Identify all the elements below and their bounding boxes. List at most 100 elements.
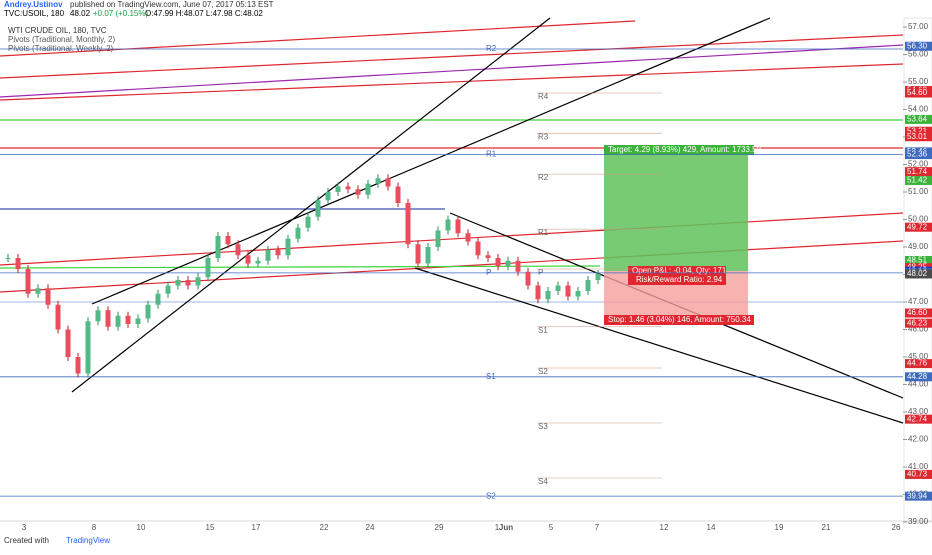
price-tag-label: 48.51 (907, 256, 928, 265)
candle (35, 288, 41, 294)
price-tag-label: 40.73 (907, 470, 928, 479)
trend-line (0, 44, 904, 98)
pnl-bg (628, 266, 726, 285)
price-tag-label: 42.74 (907, 414, 928, 423)
weekly-pivot-label: R2 (538, 173, 549, 182)
candle (245, 255, 251, 264)
candle (175, 280, 181, 286)
candle (195, 277, 201, 286)
candle (535, 285, 541, 300)
pnl-label: Open P&L: -0.04, Qty: 171 (632, 266, 727, 275)
candle (145, 304, 151, 319)
price-tag (905, 308, 932, 318)
price-tag (905, 469, 932, 479)
candle (405, 203, 411, 245)
price-tag-label: 48.02 (907, 269, 928, 278)
price-tag (905, 269, 932, 279)
symbol: TVC:USOIL, 180 (4, 9, 65, 18)
candle (345, 186, 351, 190)
price-tag-label: 53.64 (907, 115, 928, 124)
candle (225, 236, 231, 245)
brand: TradingView (66, 536, 110, 545)
candle (95, 310, 101, 322)
stop-label-bg (604, 315, 754, 325)
weekly-pivot-label: S4 (538, 477, 548, 486)
candle (135, 318, 141, 324)
price-tag-label: 54.60 (907, 88, 928, 97)
candle (125, 315, 131, 324)
weekly-pivot-label: S1 (538, 326, 548, 335)
pivot-label: R2 (486, 44, 497, 53)
weekly-pivot-label: R3 (538, 132, 549, 141)
price-tag (905, 359, 932, 369)
y-tick-label: 52.00 (908, 160, 929, 169)
price-tag (905, 88, 932, 98)
price-tag (905, 372, 932, 382)
y-tick-label: 47.00 (908, 297, 929, 306)
x-tick-label: 3 (22, 523, 27, 532)
y-tick-label: 56.00 (908, 50, 929, 59)
weekly-pivot-label: R4 (538, 92, 549, 101)
price-tag (905, 150, 932, 160)
candle (475, 241, 481, 256)
candle (465, 233, 471, 242)
x-tick-label: 29 (435, 523, 444, 532)
x-tick-label: 7 (595, 523, 600, 532)
level-line (0, 265, 601, 269)
candle (565, 285, 571, 297)
price-tag (905, 114, 932, 124)
stop-label: Stop: 1.46 (3.04%) 146, Amount: 750.34 (608, 315, 751, 324)
y-tick-label: 45.00 (908, 352, 929, 361)
trend-line (91, 17, 771, 305)
price-tag-label: 46.23 (907, 318, 928, 327)
candle (315, 200, 321, 217)
candle (305, 216, 311, 228)
ohlc: O:47.99 H:48.07 L:47.98 C:48.02 (145, 9, 263, 18)
pivot-label: R1 (486, 150, 497, 159)
y-tick-label: 51.00 (908, 187, 929, 196)
legend-item: Pivots (Traditional, Monthly, 2) (8, 35, 115, 44)
x-tick-label: 21 (822, 523, 831, 532)
candle (165, 285, 171, 294)
candle (255, 260, 261, 264)
candle (435, 230, 441, 247)
candle (445, 219, 451, 231)
candle (585, 280, 591, 291)
trend-line (0, 34, 904, 79)
candle (275, 249, 281, 256)
y-tick-label: 46.00 (908, 325, 929, 334)
x-tick-label: 5 (549, 523, 554, 532)
x-tick-label: 19 (775, 523, 784, 532)
candle (485, 255, 491, 258)
legend-item: WTI CRUDE OIL, 180, TVC (8, 26, 107, 35)
candle (185, 280, 191, 286)
x-tick-label: 12 (660, 523, 669, 532)
created-with: Created with (4, 536, 49, 545)
last-price: 48.02 (70, 9, 91, 18)
candle (335, 186, 341, 192)
y-tick-label: 55.00 (908, 77, 929, 86)
candle (575, 291, 581, 297)
change: +0.07 (+0.15%) (93, 9, 148, 18)
x-tick-label: 14 (707, 523, 716, 532)
x-tick-label: 24 (366, 523, 375, 532)
price-tag-label: 52.36 (907, 150, 928, 159)
candle (515, 260, 521, 272)
candle (395, 186, 401, 203)
price-tag-label: 44.28 (907, 372, 928, 381)
candle (495, 258, 501, 267)
channel-line (0, 212, 904, 266)
target-label-bg (604, 145, 754, 155)
price-tag (905, 318, 932, 328)
candle (555, 285, 561, 291)
x-tick-label: 8 (92, 523, 97, 532)
x-tick-label: 15 (206, 523, 215, 532)
pivot-label: S2 (486, 491, 496, 500)
candle (205, 258, 211, 278)
published: published on TradingView.com, June 07, 2… (70, 0, 274, 9)
weekly-pivot-label: R1 (538, 228, 549, 237)
x-tick-label: 26 (892, 523, 901, 532)
candle (545, 291, 551, 300)
